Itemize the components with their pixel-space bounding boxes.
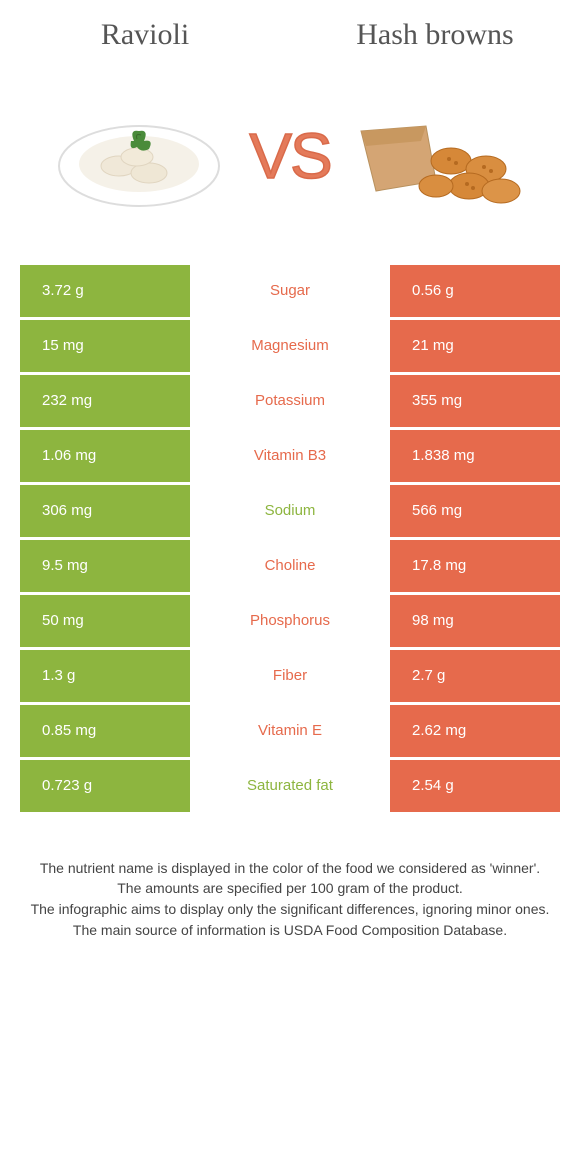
nutrient-label: Potassium xyxy=(190,375,390,427)
nutrient-value-right: 0.56 g xyxy=(390,265,560,317)
nutrient-table: 3.72 gSugar0.56 g15 mgMagnesium21 mg232 … xyxy=(0,261,580,812)
footnote-line: The nutrient name is displayed in the co… xyxy=(30,859,550,878)
nutrient-value-right: 17.8 mg xyxy=(390,540,560,592)
nutrient-value-right: 1.838 mg xyxy=(390,430,560,482)
nutrient-label: Choline xyxy=(190,540,390,592)
nutrient-row: 9.5 mgCholine17.8 mg xyxy=(20,540,560,592)
nutrient-value-left: 232 mg xyxy=(20,375,190,427)
nutrient-value-left: 3.72 g xyxy=(20,265,190,317)
nutrient-value-left: 9.5 mg xyxy=(20,540,190,592)
nutrient-label: Magnesium xyxy=(190,320,390,372)
footnote-line: The main source of information is USDA F… xyxy=(30,921,550,940)
nutrient-value-right: 2.54 g xyxy=(390,760,560,812)
food-title-right: Hash browns xyxy=(290,10,580,61)
vs-label: VS xyxy=(249,119,330,193)
nutrient-value-right: 21 mg xyxy=(390,320,560,372)
nutrient-value-right: 566 mg xyxy=(390,485,560,537)
nutrient-value-left: 306 mg xyxy=(20,485,190,537)
food-image-right xyxy=(341,91,531,221)
nutrient-value-left: 1.3 g xyxy=(20,650,190,702)
nutrient-label: Sodium xyxy=(190,485,390,537)
nutrient-row: 0.85 mgVitamin E2.62 mg xyxy=(20,705,560,757)
nutrient-value-left: 0.85 mg xyxy=(20,705,190,757)
nutrient-value-right: 2.7 g xyxy=(390,650,560,702)
nutrient-value-left: 50 mg xyxy=(20,595,190,647)
footnote-line: The infographic aims to display only the… xyxy=(30,900,550,919)
nutrient-label: Saturated fat xyxy=(190,760,390,812)
nutrient-row: 50 mgPhosphorus98 mg xyxy=(20,595,560,647)
nutrient-row: 232 mgPotassium355 mg xyxy=(20,375,560,427)
header-row: Ravioli Hash browns xyxy=(0,0,580,61)
nutrient-label: Vitamin B3 xyxy=(190,430,390,482)
nutrient-value-left: 1.06 mg xyxy=(20,430,190,482)
images-row: VS xyxy=(0,61,580,261)
nutrient-value-right: 2.62 mg xyxy=(390,705,560,757)
nutrient-row: 15 mgMagnesium21 mg xyxy=(20,320,560,372)
nutrient-label: Sugar xyxy=(190,265,390,317)
nutrient-row: 0.723 gSaturated fat2.54 g xyxy=(20,760,560,812)
food-title-left: Ravioli xyxy=(0,10,290,61)
nutrient-label: Vitamin E xyxy=(190,705,390,757)
nutrient-value-left: 0.723 g xyxy=(20,760,190,812)
nutrient-value-right: 98 mg xyxy=(390,595,560,647)
nutrient-row: 3.72 gSugar0.56 g xyxy=(20,265,560,317)
nutrient-row: 1.06 mgVitamin B31.838 mg xyxy=(20,430,560,482)
footnotes: The nutrient name is displayed in the co… xyxy=(0,815,580,941)
nutrient-value-right: 355 mg xyxy=(390,375,560,427)
nutrient-row: 306 mgSodium566 mg xyxy=(20,485,560,537)
nutrient-label: Fiber xyxy=(190,650,390,702)
nutrient-value-left: 15 mg xyxy=(20,320,190,372)
food-image-left xyxy=(49,91,239,221)
nutrient-label: Phosphorus xyxy=(190,595,390,647)
footnote-line: The amounts are specified per 100 gram o… xyxy=(30,879,550,898)
nutrient-row: 1.3 gFiber2.7 g xyxy=(20,650,560,702)
